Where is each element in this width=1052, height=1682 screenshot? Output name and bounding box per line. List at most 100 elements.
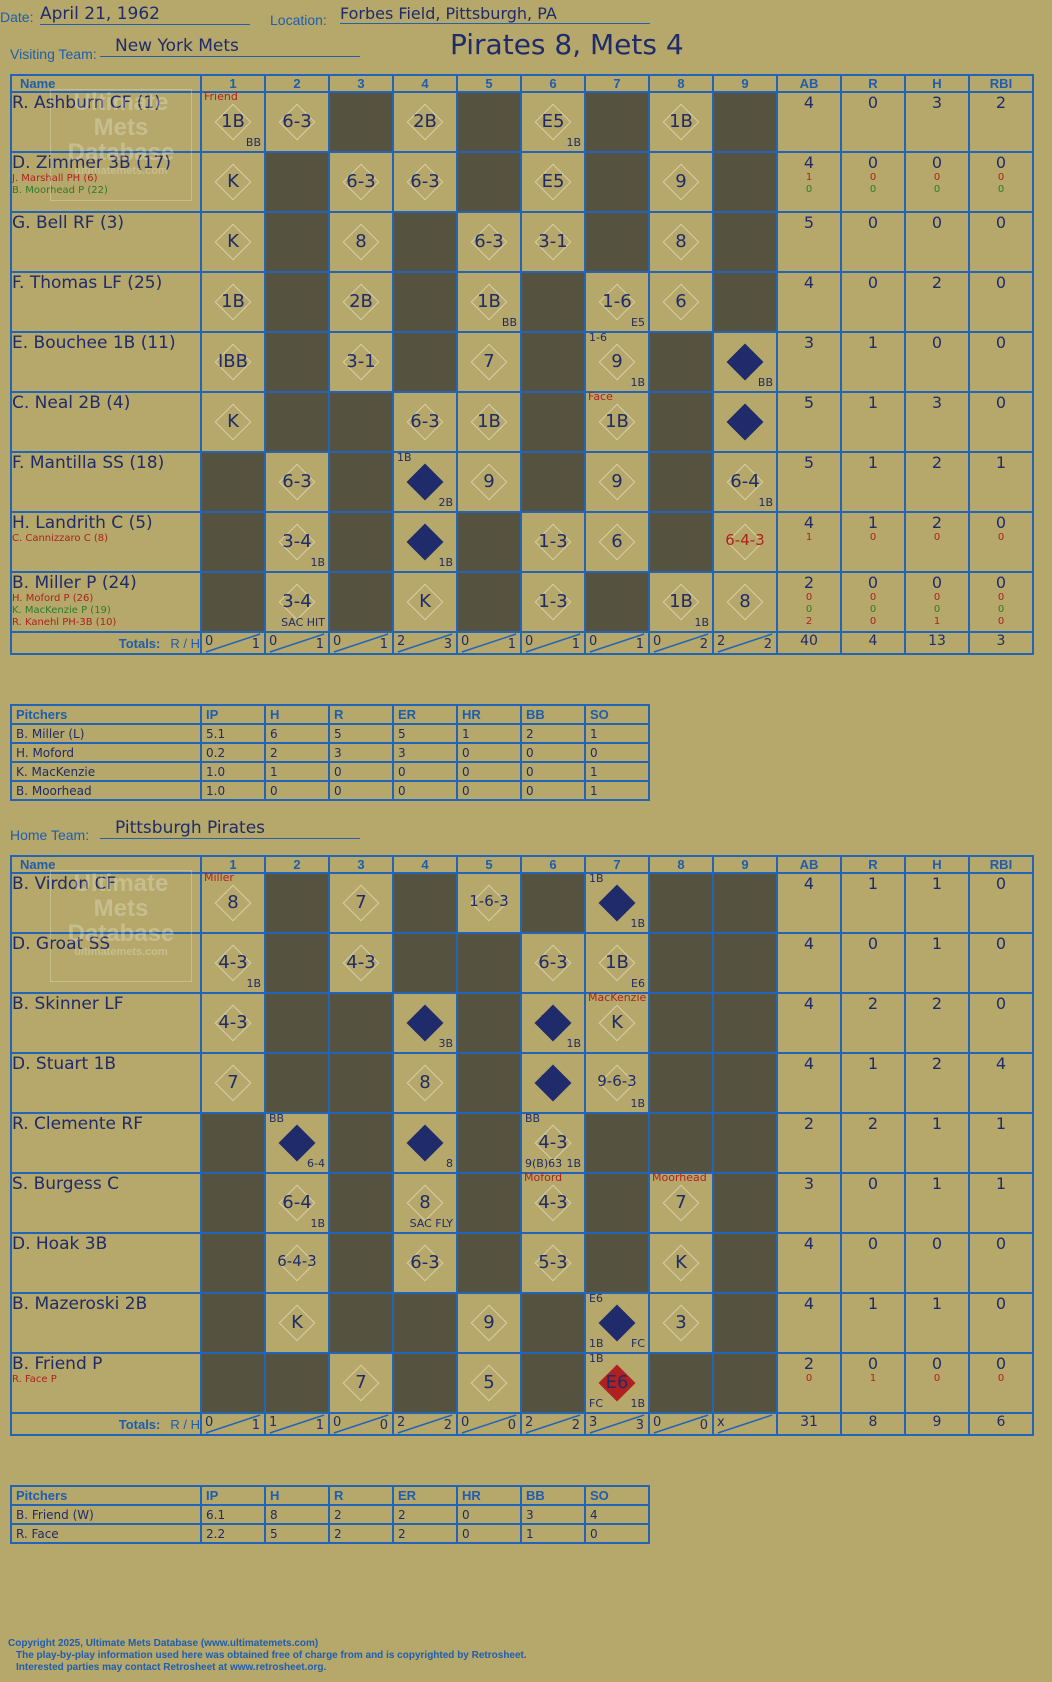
- ultimate-mets-watermark: Ultimate Mets Database ultimatemets.com: [50, 89, 192, 201]
- stat-cell: 0: [840, 1232, 906, 1294]
- totals-row: Totals: R / H 0 1 0 1 0 1 2 3 0 1 0 1 0 1 0 2 2 2 40 4 13 3: [10, 631, 1034, 655]
- at-bat-cell: 8 SAC FLY: [392, 1172, 458, 1234]
- inning-runs: 0: [589, 634, 598, 649]
- play-notation: K: [419, 591, 431, 612]
- at-bat-cell: 8: [712, 571, 778, 633]
- stat-cell: 1: [968, 1112, 1034, 1174]
- stat-cell: 3: [776, 1172, 842, 1234]
- watermark-text: Mets: [93, 895, 149, 922]
- at-bat-cell: [328, 1232, 394, 1294]
- play-detail: BB: [757, 376, 773, 389]
- watermark-text: Database: [67, 920, 175, 947]
- player-name: C. Neal 2B (4): [12, 393, 131, 413]
- copyright-line: Copyright 2025, Ultimate Mets Database (…: [8, 1638, 319, 1649]
- inning-runs: 3: [589, 1415, 598, 1430]
- pitchers-header: H: [264, 704, 330, 725]
- column-header-stat: RBI: [968, 855, 1034, 874]
- play-notation: 1B: [413, 471, 437, 492]
- pitcher-stat: 0: [456, 1504, 522, 1525]
- sub-stat-value: 0: [805, 184, 813, 195]
- totals-text: Totals:: [118, 635, 161, 651]
- pitcher-stat: 1.0: [200, 780, 266, 801]
- at-bat-cell: 1B BB: [712, 331, 778, 393]
- play-detail: 1B: [589, 872, 604, 885]
- inning-hits: 2: [443, 1418, 452, 1433]
- substitute-name: K. MacKenzie P (19): [12, 605, 111, 616]
- pitcher-row: K. MacKenzie 1.0 1 0 0 0 0 1: [10, 761, 650, 782]
- stat-cell: 0: [840, 1172, 906, 1234]
- stat-cell: 0: [904, 331, 970, 393]
- play-notation: 7: [227, 1072, 239, 1093]
- at-bat-cell: 1B BB: [456, 271, 522, 333]
- player-name: D. Zimmer 3B (17): [12, 153, 172, 173]
- play-notation: 6-3: [474, 231, 504, 252]
- pitcher-stat: 6.1: [200, 1504, 266, 1525]
- at-bat-cell: [456, 992, 522, 1054]
- inning-hits: 2: [763, 637, 772, 652]
- player-row: C. Neal 2B (4) K 6-3 1B 1B Face 1B 5 1 3 0: [10, 390, 1034, 453]
- player-cell: D. Groat SS: [10, 932, 202, 994]
- retrosheet-notice: The play-by-play information used here w…: [16, 1650, 527, 1661]
- play-notation: 3-4: [282, 591, 312, 612]
- player-row: E. Bouchee 1B (11) IBB 3-1 7 9 1B 1-6 1B BB 3 1 0 0: [10, 331, 1034, 393]
- column-header-stat: R: [840, 855, 906, 874]
- column-header-stat: H: [904, 855, 970, 874]
- play-notation: 5: [483, 1372, 495, 1393]
- pitcher-stat: 0: [520, 780, 586, 801]
- at-bat-cell: [520, 331, 586, 393]
- play-notation: 1B: [733, 411, 757, 432]
- at-bat-cell: 8: [328, 211, 394, 273]
- at-bat-cell: E6 1B 1B: [584, 872, 650, 934]
- at-bat-cell: [392, 1292, 458, 1354]
- at-bat-cell: 6-3: [392, 1232, 458, 1294]
- date-label: Date:: [0, 9, 34, 25]
- sub-stat-value: 0: [805, 592, 813, 603]
- total-divider: [333, 1414, 389, 1434]
- at-bat-cell: [200, 1172, 266, 1234]
- inning-runs: 0: [461, 1415, 470, 1430]
- column-header-stat: RBI: [968, 74, 1034, 93]
- at-bat-cell: [712, 91, 778, 153]
- pitcher-stat: 5: [264, 1523, 330, 1544]
- at-bat-cell: 8 Miller: [200, 871, 266, 934]
- play-notation: 7: [355, 1372, 367, 1393]
- pitchers-header: HR: [456, 704, 522, 725]
- stat-value: 2: [931, 453, 943, 472]
- stat-value: 4: [803, 93, 815, 112]
- player-row: F. Thomas LF (25) 1B 2B 1B BB 1-6 E5 6 4 0 2 0: [10, 271, 1034, 333]
- at-bat-cell: [328, 511, 394, 573]
- play-detail: Moorhead: [652, 1171, 707, 1184]
- at-bat-cell: 3-1: [328, 331, 394, 393]
- play-notation: K: [227, 411, 239, 432]
- at-bat-cell: 6: [648, 271, 714, 333]
- at-bat-cell: 4-3 Moford: [520, 1171, 586, 1234]
- stat-value: 3: [931, 93, 943, 112]
- play-notation: 6-4: [730, 471, 760, 492]
- stat-cell: 0: [968, 391, 1034, 453]
- stat-cell: 1: [968, 1172, 1034, 1234]
- stat-cell: 4: [968, 1052, 1034, 1114]
- at-bat-cell: 1-6 E5: [584, 271, 650, 333]
- at-bat-cell: 7: [328, 1352, 394, 1414]
- play-detail: 1B: [438, 556, 453, 569]
- pitcher-stat: 1: [520, 1523, 586, 1544]
- inning-runs: 0: [525, 634, 534, 649]
- at-bat-cell: 7: [328, 872, 394, 934]
- stat-cell: 2: [968, 91, 1034, 153]
- at-bat-cell: 5-3: [520, 1232, 586, 1294]
- play-notation: 7: [355, 892, 367, 913]
- column-header-inning: 7: [584, 855, 650, 874]
- stat-value: 0: [931, 1234, 943, 1253]
- inning-runs: 0: [269, 634, 278, 649]
- at-bat-cell: [264, 872, 330, 934]
- at-bat-cell: 6-4-3: [712, 511, 778, 573]
- stat-total: 8: [840, 1412, 906, 1436]
- at-bat-cell: [648, 451, 714, 513]
